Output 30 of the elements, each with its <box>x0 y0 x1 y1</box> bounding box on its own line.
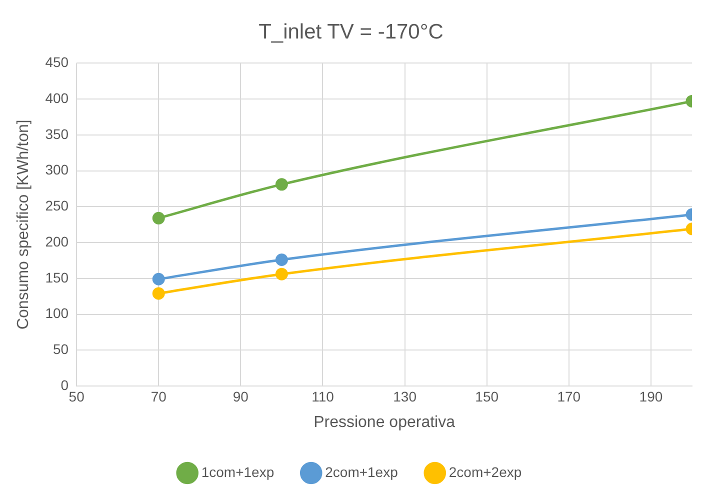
point <box>152 272 165 286</box>
point <box>275 268 288 280</box>
x-tick-label: 130 <box>393 388 417 404</box>
point <box>152 212 165 224</box>
y-tick-label: 250 <box>45 198 69 214</box>
x-tick-label: 110 <box>312 388 334 404</box>
x-tick-label: 70 <box>150 388 167 404</box>
y-tick-label: 300 <box>45 162 69 178</box>
chart-title: T_inlet TV = -170°C <box>258 20 444 44</box>
x-tick-label: 150 <box>475 388 499 404</box>
x-tick-label: 190 <box>639 388 663 404</box>
y-tick-label: 0 <box>60 376 69 393</box>
y-tick-label: 200 <box>45 233 69 250</box>
point <box>275 178 288 191</box>
x-tick-label: 170 <box>557 388 581 404</box>
x-axis-title: Pressione operativa <box>314 414 456 431</box>
y-tick-label: 450 <box>45 54 69 70</box>
legend-label: 1com+1exp <box>201 464 274 480</box>
point <box>275 254 288 266</box>
legend-label: 2com+1exp <box>325 464 398 480</box>
y-tick-label: 100 <box>45 305 69 322</box>
legend-label: 2com+2exp <box>448 464 522 480</box>
point <box>152 287 165 300</box>
y-tick-label: 150 <box>45 269 69 286</box>
x-tick-label: 50 <box>68 388 85 404</box>
y-axis-title: Consumo specifico [KWh/ton] <box>15 120 32 330</box>
x-tick-label: 90 <box>232 388 249 404</box>
y-tick-label: 350 <box>45 126 69 142</box>
y-tick-label: 400 <box>45 90 69 106</box>
y-tick-label: 50 <box>52 340 69 357</box>
